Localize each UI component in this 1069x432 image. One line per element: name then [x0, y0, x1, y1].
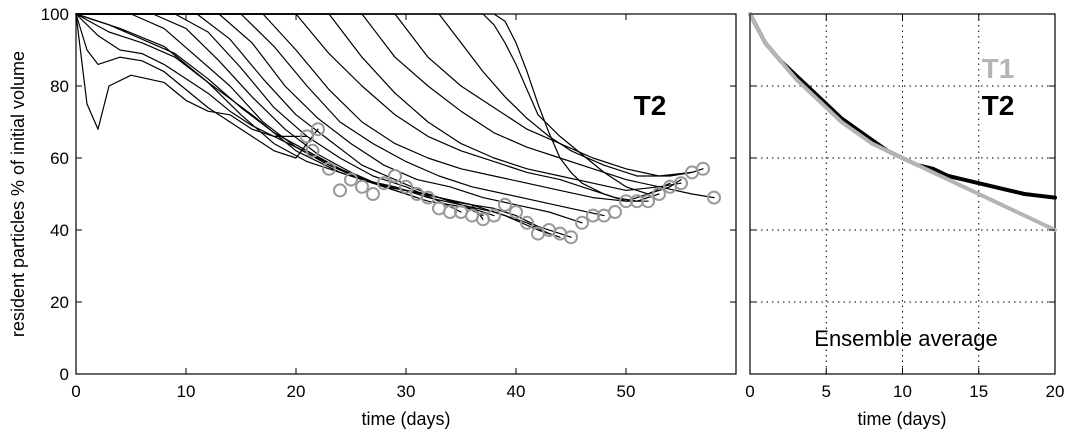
- left-series-line-12: [75, 13, 605, 217]
- left-series-line-18: [75, 13, 693, 177]
- legend-label-t2: T2: [982, 90, 1015, 121]
- left-x-tick-label: 50: [617, 382, 636, 401]
- left-markers-group: [300, 122, 721, 245]
- end-marker: [344, 172, 358, 187]
- end-marker: [564, 230, 578, 245]
- left-x-tick-label: 40: [507, 382, 526, 401]
- end-marker: [366, 187, 380, 201]
- end-marker: [305, 143, 320, 158]
- end-marker: [399, 179, 413, 194]
- legend-label-t1: T1: [982, 53, 1015, 84]
- left-series-line-15: [75, 13, 682, 191]
- end-marker: [509, 205, 523, 219]
- left-y-tick-label: 60: [50, 149, 69, 168]
- right-panel: 0 5 10 15 20 T1 T2 Ensemble average time (da…: [745, 12, 1064, 429]
- end-marker: [421, 190, 435, 205]
- left-y-tick-label: 40: [50, 221, 69, 240]
- end-marker: [322, 161, 336, 176]
- end-marker: [388, 169, 402, 183]
- left-y-tick-label: 100: [41, 5, 69, 24]
- end-marker: [311, 122, 325, 137]
- left-series-line-16: [75, 13, 715, 199]
- left-x-tick-label: 0: [71, 382, 80, 401]
- end-marker: [696, 161, 710, 176]
- left-series-line-7: [75, 13, 550, 235]
- end-marker: [641, 194, 655, 209]
- right-x-tick-label: 15: [969, 382, 988, 401]
- end-marker: [333, 183, 347, 198]
- left-x-tick-label: 30: [397, 382, 416, 401]
- series-line-t1: [748, 12, 1057, 232]
- end-marker: [707, 190, 721, 205]
- right-plot-frame: [749, 13, 1056, 375]
- right-x-ticks: 0 5 10 15 20: [745, 14, 1064, 401]
- left-y-tick-label: 80: [50, 77, 69, 96]
- right-x-tick-label: 20: [1046, 382, 1065, 401]
- end-marker: [487, 208, 501, 223]
- right-x-axis-label: time (days): [857, 409, 946, 429]
- left-x-tick-label: 10: [177, 382, 196, 401]
- left-series-line-11: [75, 13, 583, 224]
- left-panel-label: T2: [634, 90, 667, 121]
- end-marker: [377, 176, 391, 191]
- left-y-axis-label: resident particles % of initial volume: [8, 51, 28, 337]
- left-series-line-2: [75, 13, 319, 159]
- left-series-line-20: [75, 13, 671, 202]
- end-marker: [300, 129, 314, 144]
- left-series-line-10: [75, 13, 484, 217]
- left-y-ticks: 0 20 40 60 80 100: [41, 5, 736, 384]
- left-series-line-9: [75, 13, 462, 213]
- left-series-line-13: [75, 13, 649, 202]
- right-series-group: [748, 12, 1057, 232]
- right-x-tick-label: 5: [822, 382, 831, 401]
- end-marker: [355, 179, 369, 194]
- left-x-axis-label: time (days): [361, 409, 450, 429]
- right-x-tick-label: 0: [745, 382, 754, 401]
- left-series-line-19: [75, 13, 682, 195]
- left-y-tick-label: 20: [50, 293, 69, 312]
- end-marker: [575, 215, 589, 230]
- end-marker: [498, 197, 512, 212]
- ensemble-average-annotation: Ensemble average: [814, 326, 997, 351]
- end-marker: [520, 215, 534, 230]
- left-y-tick-label: 0: [60, 365, 69, 384]
- end-marker: [674, 176, 688, 191]
- right-x-tick-label: 10: [893, 382, 912, 401]
- left-series-line-8: [75, 13, 418, 199]
- end-marker: [652, 187, 666, 201]
- right-y-ticks: [750, 13, 1055, 375]
- left-x-tick-label: 20: [287, 382, 306, 401]
- end-marker: [608, 205, 622, 219]
- left-x-ticks: 0 10 20 30 40 50: [71, 14, 635, 401]
